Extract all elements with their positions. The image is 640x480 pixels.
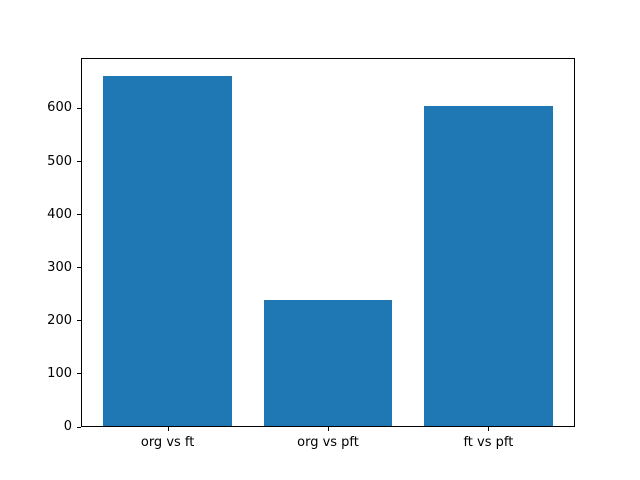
y-tick-label: 100	[47, 365, 72, 381]
y-tick-mark	[77, 320, 81, 322]
y-tick-label: 600	[47, 100, 72, 116]
y-tick-mark	[77, 107, 81, 109]
bar-org-vs-pft	[263, 299, 393, 427]
y-tick-label: 200	[47, 312, 72, 328]
y-tick-label: 500	[47, 153, 72, 169]
y-tick-mark	[77, 161, 81, 163]
bar-org-vs-ft	[103, 75, 232, 427]
y-tick-mark	[77, 267, 81, 269]
x-tick-mark	[328, 427, 329, 431]
y-tick-mark	[77, 426, 81, 428]
bar-ft-vs-pft	[424, 105, 553, 427]
y-tick-label: 400	[47, 206, 72, 222]
x-tick-label: ft vs pft	[463, 435, 514, 450]
x-tick-mark	[488, 427, 490, 431]
y-tick-label: 300	[47, 259, 72, 275]
y-tick-label: 0	[63, 419, 72, 434]
x-tick-label: org vs pft	[297, 435, 359, 450]
y-tick-mark	[77, 373, 81, 375]
plot-area	[81, 58, 575, 427]
y-tick-mark	[77, 214, 81, 216]
x-tick-mark	[167, 427, 169, 431]
x-tick-label: org vs ft	[140, 435, 195, 450]
